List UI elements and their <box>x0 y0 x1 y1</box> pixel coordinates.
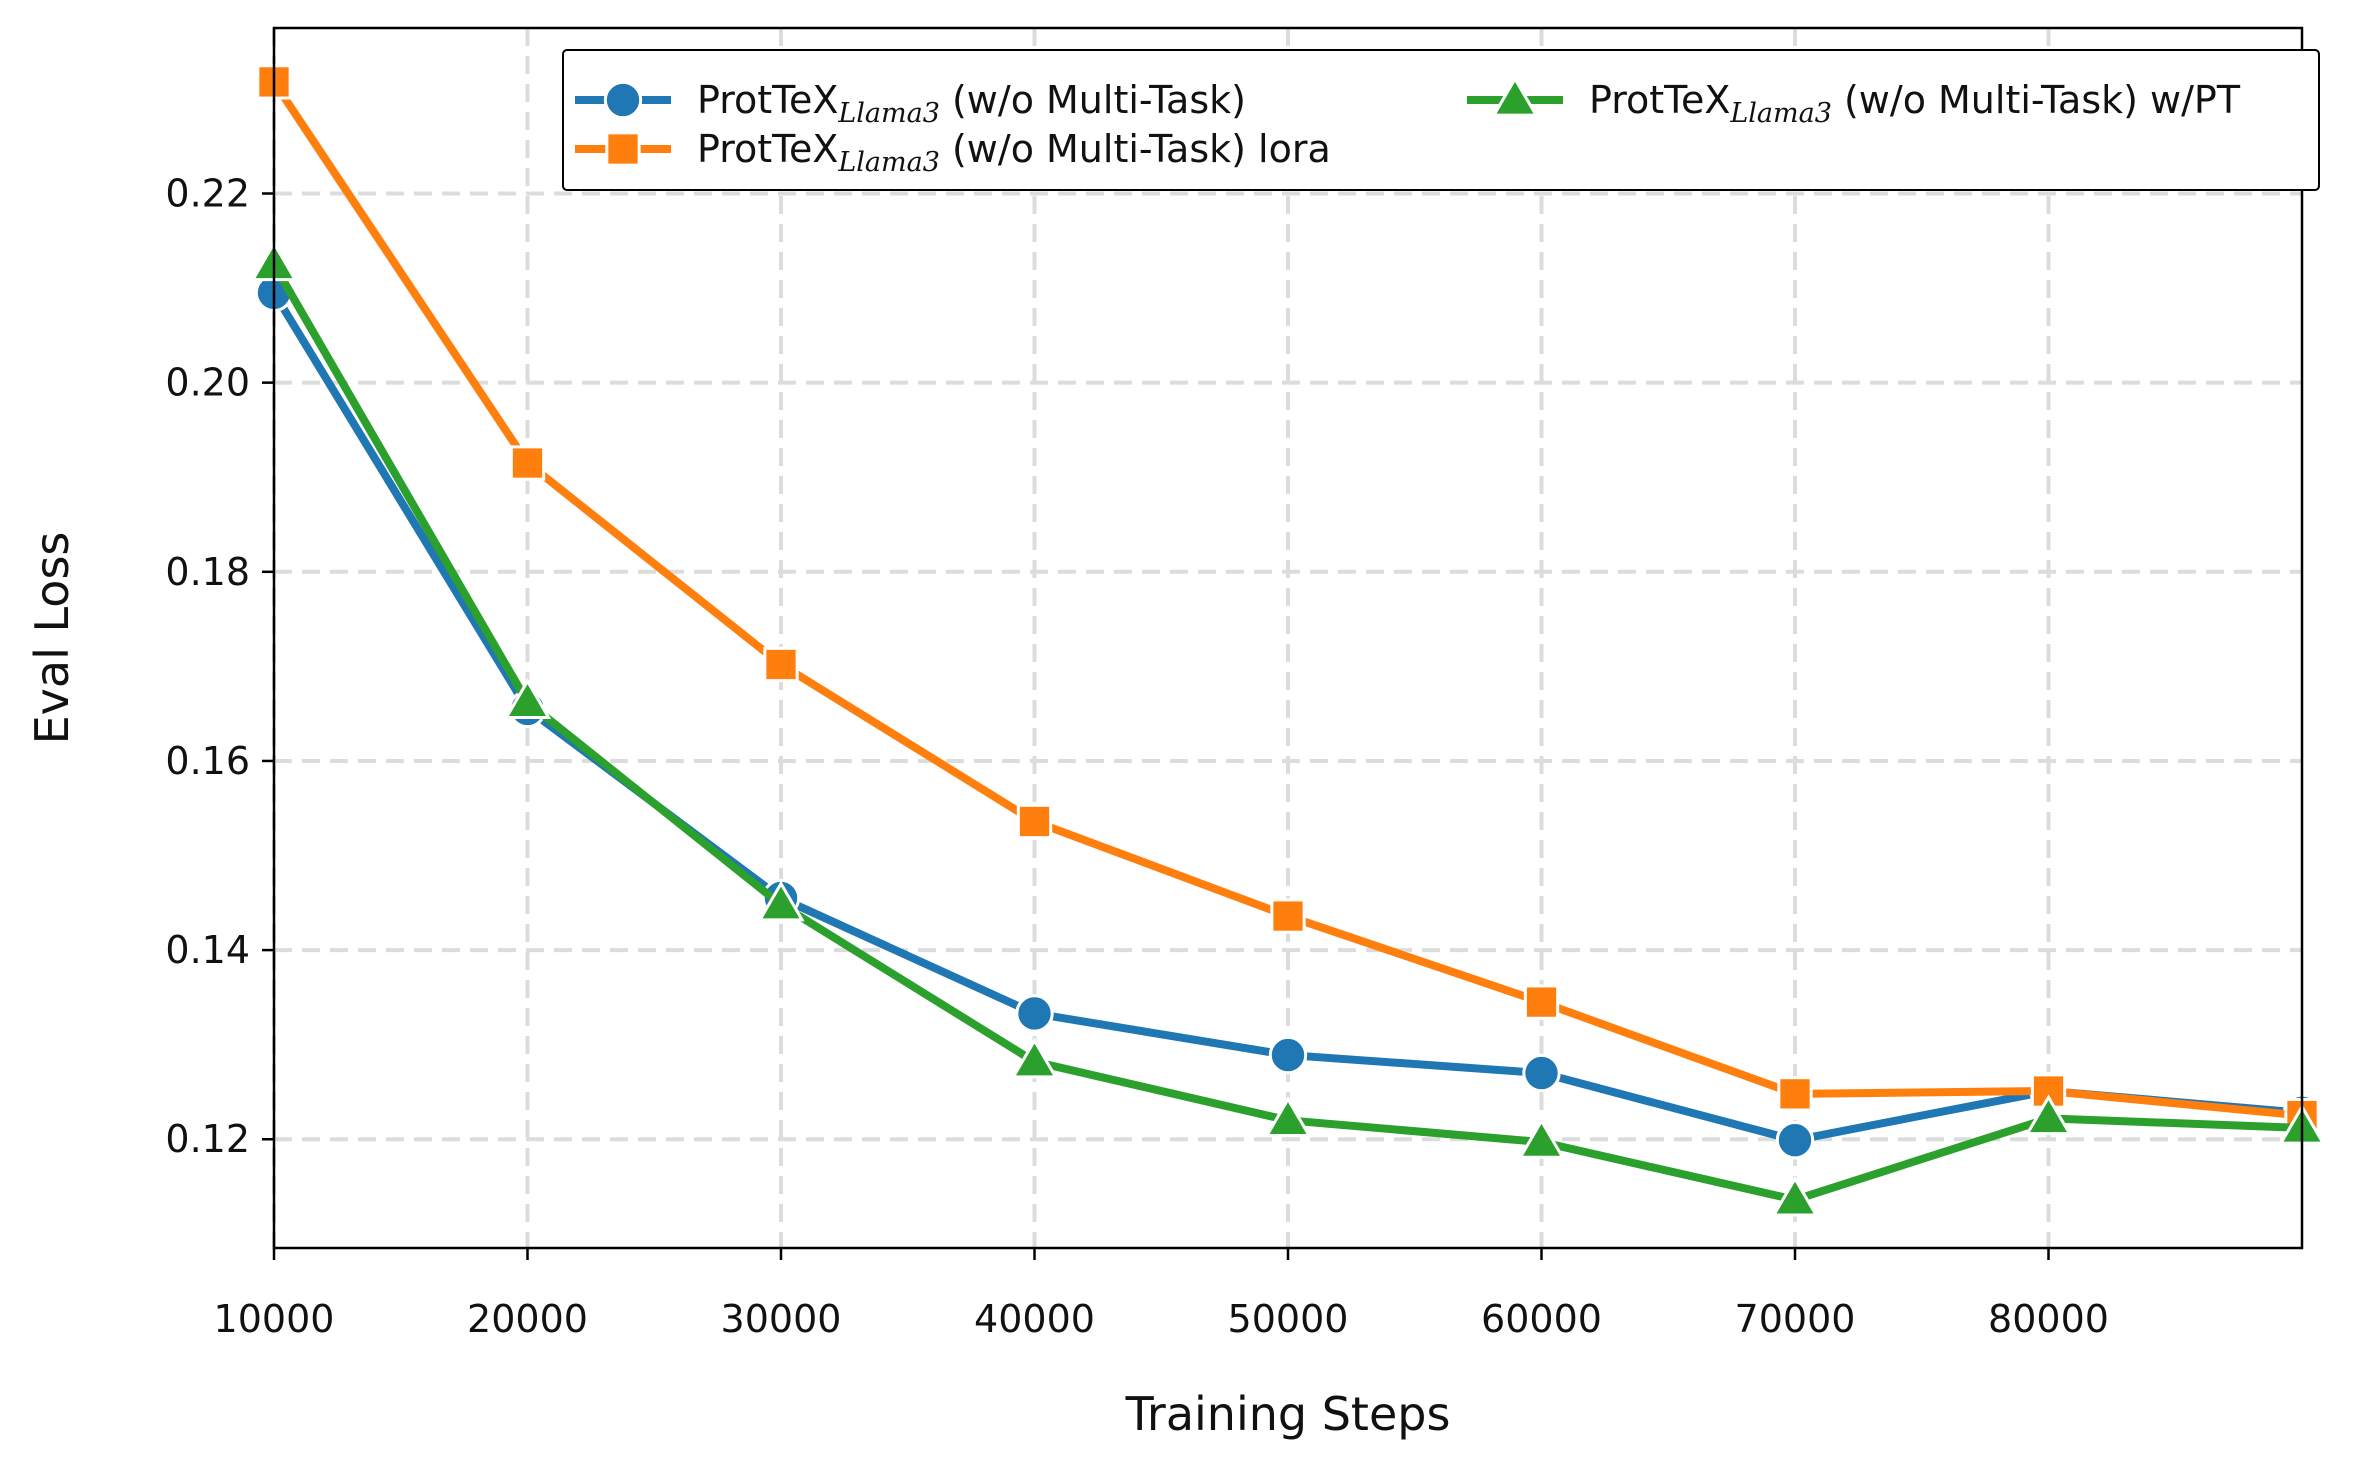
x-axis: 10000 20000 30000 40000 50000 60000 70000 80000 <box>214 1248 2109 1341</box>
legend-entry: ProtTeXLlama3 (w/o Multi-Task) lora <box>575 127 1331 178</box>
y-tick-label: 0.16 <box>165 739 250 783</box>
legend-label: ProtTeXLlama3 (w/o Multi-Task) <box>697 78 1246 129</box>
y-tick-label: 0.20 <box>165 361 250 405</box>
data-point <box>763 646 799 683</box>
x-tick-label: 40000 <box>974 1297 1095 1341</box>
data-point <box>1270 898 1306 934</box>
x-tick-label: 80000 <box>1988 1297 2109 1341</box>
data-point <box>503 678 552 719</box>
data-point <box>1777 1076 1813 1112</box>
y-tick-label: 0.22 <box>165 172 250 216</box>
data-point <box>1016 803 1053 840</box>
legend-label: ProtTeXLlama3 (w/o Multi-Task) lora <box>697 127 1331 178</box>
data-point <box>509 445 546 481</box>
data-point <box>1015 994 1054 1033</box>
legend-entry: ProtTeXLlama3 (w/o Multi-Task) w/PT <box>1467 75 2241 129</box>
series-2 <box>256 64 2320 1134</box>
y-axis: 0.12 0.14 0.16 0.18 0.20 0.22 <box>165 172 274 1161</box>
x-tick-label: 60000 <box>1481 1297 1602 1341</box>
data-point <box>1010 1037 1059 1079</box>
data-point <box>2024 1094 2073 1136</box>
x-tick-label: 20000 <box>467 1297 588 1341</box>
grid-lines <box>272 28 2302 1248</box>
data-point <box>1268 1035 1308 1075</box>
data-point <box>1775 1121 1815 1160</box>
legend-box <box>562 49 2320 191</box>
y-tick-label: 0.14 <box>165 928 250 972</box>
data-point <box>757 880 805 922</box>
data-point <box>1522 1053 1561 1093</box>
y-tick-label: 0.12 <box>165 1117 250 1161</box>
legend-entry: ProtTeXLlama3 (w/o Multi-Task) <box>575 78 1246 129</box>
y-axis-label: Eval Loss <box>25 532 79 745</box>
series-3 <box>250 240 2326 1217</box>
x-axis-label: Training Steps <box>1125 1387 1451 1441</box>
data-point <box>1264 1096 1312 1138</box>
legend-marker <box>605 131 641 167</box>
x-tick-label: 10000 <box>214 1297 335 1341</box>
legend-label: ProtTeXLlama3 (w/o Multi-Task) w/PT <box>1589 78 2241 129</box>
x-tick-label: 30000 <box>721 1297 842 1341</box>
x-tick-label: 50000 <box>1228 1297 1349 1341</box>
data-point <box>1517 1118 1566 1159</box>
legend-marker <box>1491 75 1539 117</box>
y-tick-label: 0.18 <box>165 550 250 594</box>
data-point <box>1523 984 1560 1020</box>
legend: ProtTeXLlama3 (w/o Multi-Task)ProtTeXLla… <box>562 49 2320 191</box>
data-point <box>1771 1175 1819 1217</box>
x-tick-label: 70000 <box>1735 1297 1856 1341</box>
legend-marker <box>603 80 643 120</box>
